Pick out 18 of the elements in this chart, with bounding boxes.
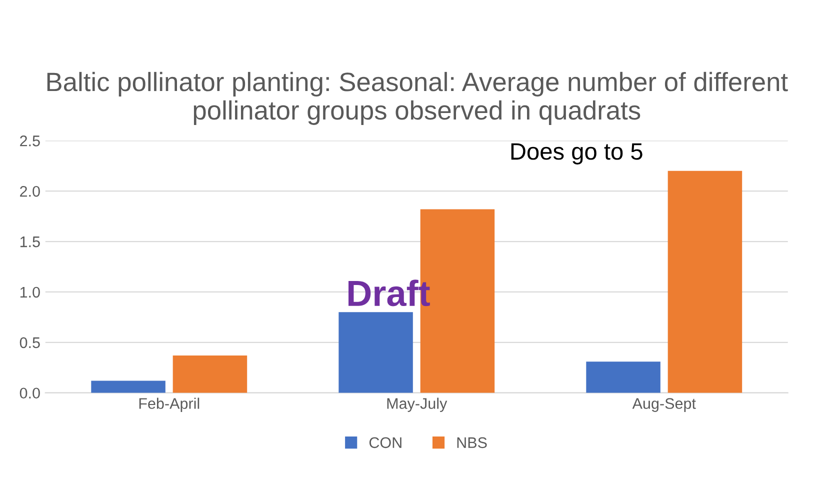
y-tick-label: 1.5 (20, 236, 40, 248)
x-tick-label: May-July (387, 398, 448, 412)
bar (586, 362, 660, 393)
y-tick-label: 0.0 (20, 388, 40, 399)
y-tick-label: 1.0 (20, 286, 40, 298)
x-tick-label: Aug-Sept (632, 398, 696, 412)
bar (91, 380, 166, 393)
legend-label: NBS (457, 437, 487, 448)
x-tick-label: Feb-April (139, 398, 200, 412)
bar (338, 312, 413, 393)
bar (172, 356, 248, 393)
chart-title: Baltic pollinator planting: Seasonal: Average number of different pollinator groups observed in quadrats (47, 72, 788, 125)
bar (668, 170, 742, 393)
y-tick-label: 2.0 (20, 186, 40, 197)
y-tick-label: 0.5 (20, 337, 40, 348)
legend-label: CON (369, 437, 402, 448)
y-tick-label: 2.5 (20, 136, 40, 146)
annotation: Does go to 5 (511, 143, 642, 164)
